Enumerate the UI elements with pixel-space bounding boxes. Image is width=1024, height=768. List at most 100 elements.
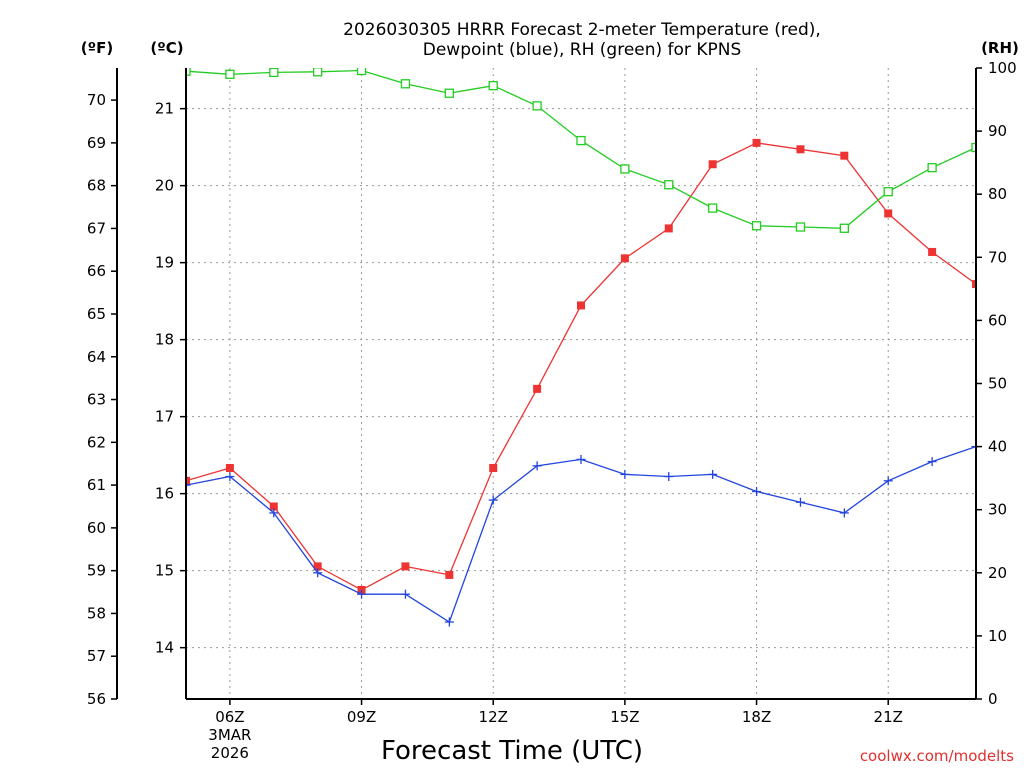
rh-point xyxy=(225,69,235,79)
x-tick-label: 18Z xyxy=(742,708,771,726)
fahrenheit-tick-label: 63 xyxy=(87,391,106,409)
fahrenheit-tick-label: 60 xyxy=(87,519,106,537)
x-year-label: 2026 xyxy=(211,744,249,762)
x-tick-label: 06Z xyxy=(215,708,244,726)
celsius-tick-label: 14 xyxy=(155,639,174,657)
dewpoint-point xyxy=(708,469,718,479)
chart-title: 2026030305 HRRR Forecast 2-meter Tempera… xyxy=(343,20,821,60)
rh-point xyxy=(532,101,542,111)
rh-point xyxy=(488,81,498,91)
x-axis-title: Forecast Time (UTC) xyxy=(381,736,643,766)
credit-link[interactable]: coolwx.com/modelts xyxy=(860,747,1014,765)
temperature-point xyxy=(708,160,717,169)
dewpoint-point xyxy=(971,442,976,452)
rh-tick-label: 40 xyxy=(988,438,1007,456)
dewpoint-series-line xyxy=(186,445,976,623)
rh-point xyxy=(708,203,718,213)
rh-series-line xyxy=(186,69,976,229)
series-layer xyxy=(186,68,976,627)
celsius-tick-label: 20 xyxy=(155,177,174,195)
rh-tick-label: 90 xyxy=(988,122,1007,140)
chart-title-line-2: Dewpoint (blue), RH (green) for KPNS xyxy=(423,40,741,60)
temperature-point xyxy=(186,476,190,485)
x-date-label: 3MAR xyxy=(208,726,251,744)
dewpoint-point xyxy=(532,461,542,471)
temperature-point xyxy=(489,463,498,472)
fahrenheit-tick-label: 61 xyxy=(87,476,106,494)
x-tick-label: 12Z xyxy=(479,708,508,726)
fahrenheit-tick-label: 57 xyxy=(87,647,106,665)
celsius-tick-label: 21 xyxy=(155,100,174,118)
rh-point xyxy=(883,187,893,197)
fahrenheit-tick-label: 62 xyxy=(87,433,106,451)
temperature-point xyxy=(664,224,673,233)
grid xyxy=(186,68,976,699)
temperature-point xyxy=(840,151,849,160)
temperature-point xyxy=(928,247,937,256)
celsius-tick-label: 16 xyxy=(155,485,174,503)
temperature-point xyxy=(533,384,542,393)
axes: 56 57 58 59 60 61 62 63 64 65 66 67 68 69 70 14 15 16 17 18… xyxy=(87,59,1017,762)
temperature-point xyxy=(796,145,805,154)
rh-point xyxy=(927,163,937,173)
temperature-point xyxy=(445,570,454,579)
temperature-point xyxy=(269,502,278,511)
temperature-point xyxy=(620,254,629,263)
fahrenheit-tick-label: 66 xyxy=(87,262,106,280)
celsius-tick-label: 18 xyxy=(155,331,174,349)
dewpoint-point xyxy=(883,476,893,486)
dewpoint-point xyxy=(839,508,849,518)
series-group xyxy=(186,68,976,627)
fahrenheit-tick-label: 70 xyxy=(87,91,106,109)
dewpoint-point xyxy=(186,480,191,490)
rh-tick-label: 80 xyxy=(988,185,1007,203)
celsius-tick-label: 19 xyxy=(155,254,174,272)
fahrenheit-tick-label: 69 xyxy=(87,134,106,152)
x-tick-label: 15Z xyxy=(610,708,639,726)
fahrenheit-tick-label: 67 xyxy=(87,219,106,237)
rh-point xyxy=(620,164,630,174)
plot-frame xyxy=(185,68,977,700)
temperature-point xyxy=(225,463,234,472)
rh-tick-label: 50 xyxy=(988,375,1007,393)
rh-point xyxy=(444,88,454,98)
rh-tick-label: 60 xyxy=(988,311,1007,329)
dewpoint-point xyxy=(664,472,674,482)
dewpoint-point xyxy=(576,454,586,464)
temperature-point xyxy=(972,280,976,289)
chart-title-line-1: 2026030305 HRRR Forecast 2-meter Tempera… xyxy=(343,20,821,40)
rh-point xyxy=(664,180,674,190)
rh-point xyxy=(356,68,367,76)
dewpoint-point xyxy=(620,469,630,479)
rh-tick-label: 10 xyxy=(988,627,1007,645)
dewpoint-point xyxy=(269,508,279,518)
celsius-tick-label: 15 xyxy=(155,562,174,580)
temperature-point xyxy=(884,209,893,218)
rh-point xyxy=(795,222,806,232)
dewpoint-point xyxy=(488,495,498,505)
rh-tick-label: 0 xyxy=(988,690,998,708)
rh-point xyxy=(269,68,279,78)
temperature-point xyxy=(752,138,761,147)
temperature-series-line xyxy=(186,142,976,591)
rh-point xyxy=(313,68,323,77)
rh-tick-label: 30 xyxy=(988,501,1007,519)
rh-point xyxy=(400,79,411,89)
fahrenheit-tick-label: 64 xyxy=(87,348,106,366)
rh-point xyxy=(751,221,762,231)
dewpoint-point xyxy=(400,589,410,599)
celsius-tick-label: 17 xyxy=(155,408,174,426)
dewpoint-point xyxy=(313,568,323,578)
fahrenheit-tick-label: 58 xyxy=(87,604,106,622)
rh-tick-label: 100 xyxy=(988,59,1017,77)
x-tick-label: 21Z xyxy=(874,708,903,726)
dewpoint-point xyxy=(927,457,937,467)
temperature-point xyxy=(313,562,322,571)
rh-tick-label: 70 xyxy=(988,248,1007,266)
dewpoint-point xyxy=(752,487,762,497)
temperature-point xyxy=(577,301,585,310)
rh-point xyxy=(576,135,586,146)
dewpoint-point xyxy=(795,497,805,507)
rh-point xyxy=(839,223,849,233)
